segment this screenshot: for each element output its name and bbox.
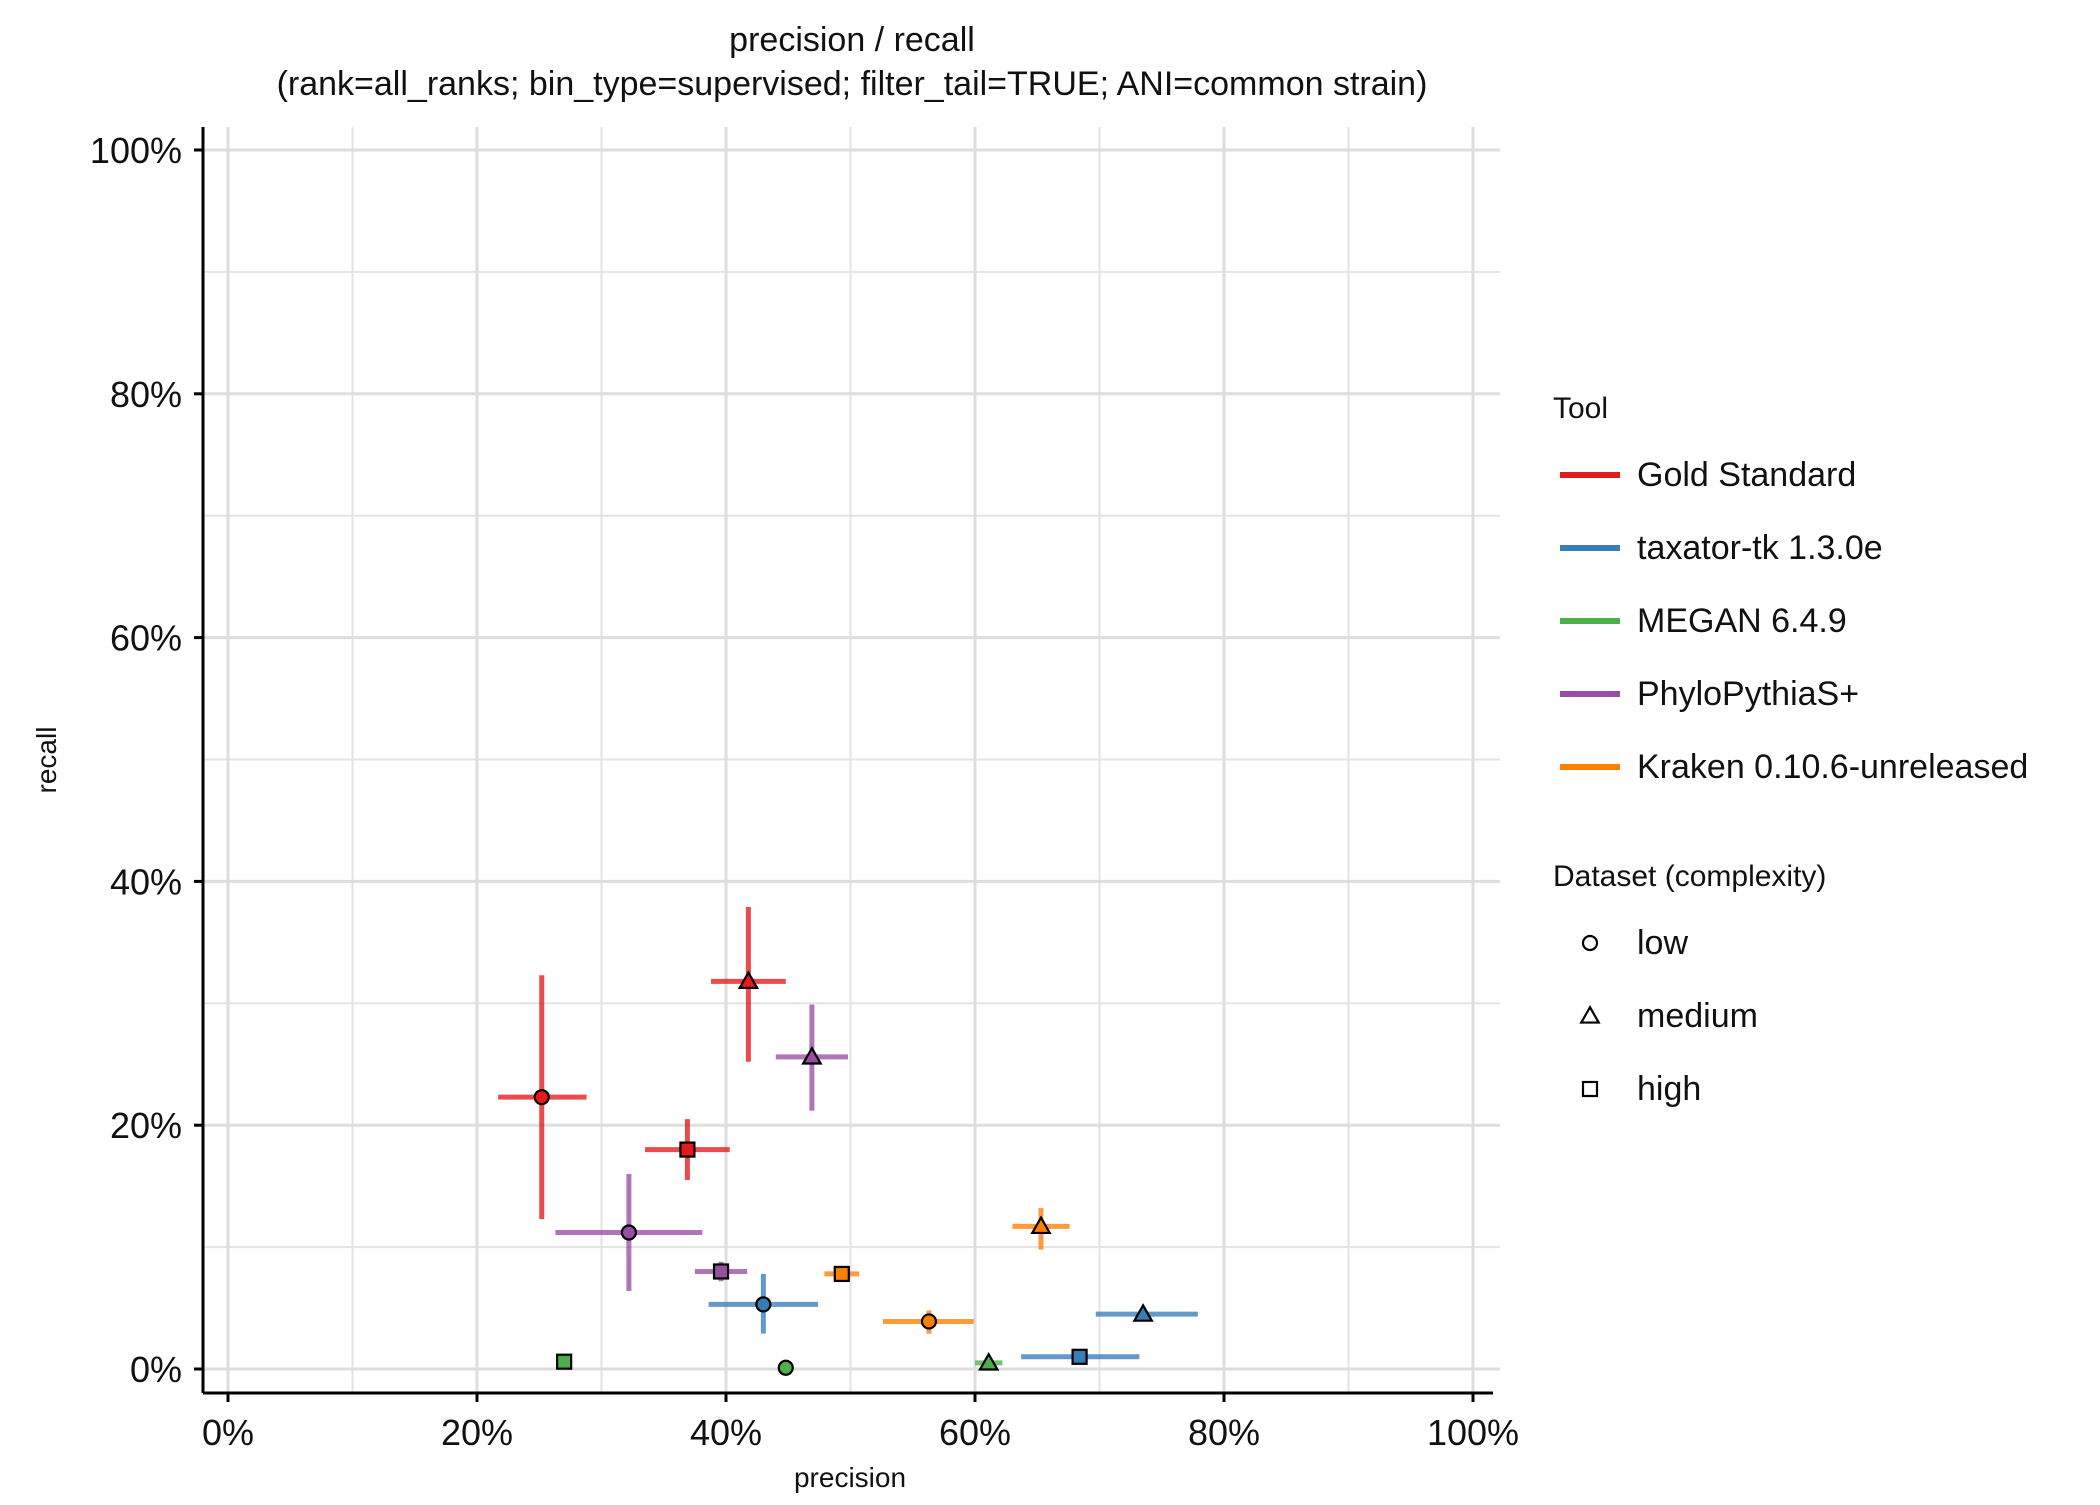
data-point-low — [533, 1089, 550, 1106]
y-axis-label: recall — [31, 727, 62, 794]
legend-dataset-title: Dataset (complexity) — [1553, 860, 1826, 893]
legend-dataset-key — [1581, 1080, 1599, 1098]
y-tick-label: 100% — [90, 130, 182, 171]
data-point-low — [755, 1296, 772, 1313]
series-taxator-tk-1-3-0e — [708, 1273, 1198, 1365]
legend-tool-label: Kraken 0.10.6-unreleased — [1637, 748, 2028, 786]
data-point-low — [920, 1313, 938, 1330]
x-tick-label: 80% — [1188, 1412, 1260, 1453]
legend-tool: Tool Gold Standard taxator-tk 1.3.0e MEGAN… — [1553, 392, 2028, 786]
legend-tool-label: PhyloPythiaS+ — [1637, 675, 1859, 713]
legend-dataset-label: low — [1637, 924, 1688, 962]
grid — [203, 127, 1500, 1393]
chart-subtitle: (rank=all_ranks; bin_type=supervised; fi… — [277, 65, 1428, 103]
data-point-high — [712, 1263, 730, 1280]
data-point-high — [679, 1141, 696, 1158]
x-tick-label: 100% — [1427, 1412, 1519, 1453]
y-tick-label: 0% — [130, 1349, 182, 1390]
y-tick-label: 80% — [110, 374, 182, 415]
series-gold-standard — [498, 906, 786, 1220]
data-point-high — [556, 1353, 573, 1370]
legend-dataset: Dataset (complexity) low medium high — [1553, 860, 1826, 1108]
data-point-high — [833, 1265, 850, 1283]
legend-tool-title: Tool — [1553, 392, 1608, 425]
data-point-high — [1071, 1348, 1088, 1365]
legend-dataset-key — [1581, 934, 1599, 952]
legend-tool-label: Gold Standard — [1637, 456, 1856, 494]
x-tick-label: 60% — [939, 1412, 1011, 1453]
data-point-low — [777, 1359, 794, 1376]
data-point-low — [620, 1224, 637, 1241]
x-tick-label: 20% — [441, 1412, 513, 1453]
data-point-medium — [978, 1351, 1000, 1371]
legend-tool-label: MEGAN 6.4.9 — [1637, 602, 1847, 640]
data-point-medium — [1030, 1215, 1052, 1235]
axis-ticks: 0% 20% 40% 60% 80% 100% 0% 20% 40% 60% 80% 100% — [90, 130, 1519, 1453]
x-axis-label: precision — [794, 1462, 906, 1493]
chart-title: precision / recall — [729, 21, 975, 59]
series-phylopythias — [555, 1004, 849, 1291]
legend-tool-label: taxator-tk 1.3.0e — [1637, 529, 1883, 567]
data-point-medium — [1132, 1303, 1154, 1322]
x-tick-label: 40% — [690, 1412, 762, 1453]
x-tick-label: 0% — [202, 1412, 254, 1453]
series-megan-6-4-9 — [556, 1351, 1003, 1376]
legend-dataset-label: medium — [1637, 997, 1758, 1035]
y-tick-label: 60% — [110, 618, 182, 659]
legend-dataset-key — [1579, 1005, 1601, 1024]
data-marks — [498, 906, 1198, 1376]
y-tick-label: 40% — [110, 861, 182, 902]
legend-dataset-label: high — [1637, 1070, 1701, 1108]
data-point-medium — [737, 970, 760, 990]
series-kraken-0-10-6-unreleased — [824, 1208, 1070, 1334]
y-tick-label: 20% — [110, 1105, 182, 1146]
axes — [201, 127, 1493, 1395]
data-point-medium — [801, 1045, 823, 1065]
